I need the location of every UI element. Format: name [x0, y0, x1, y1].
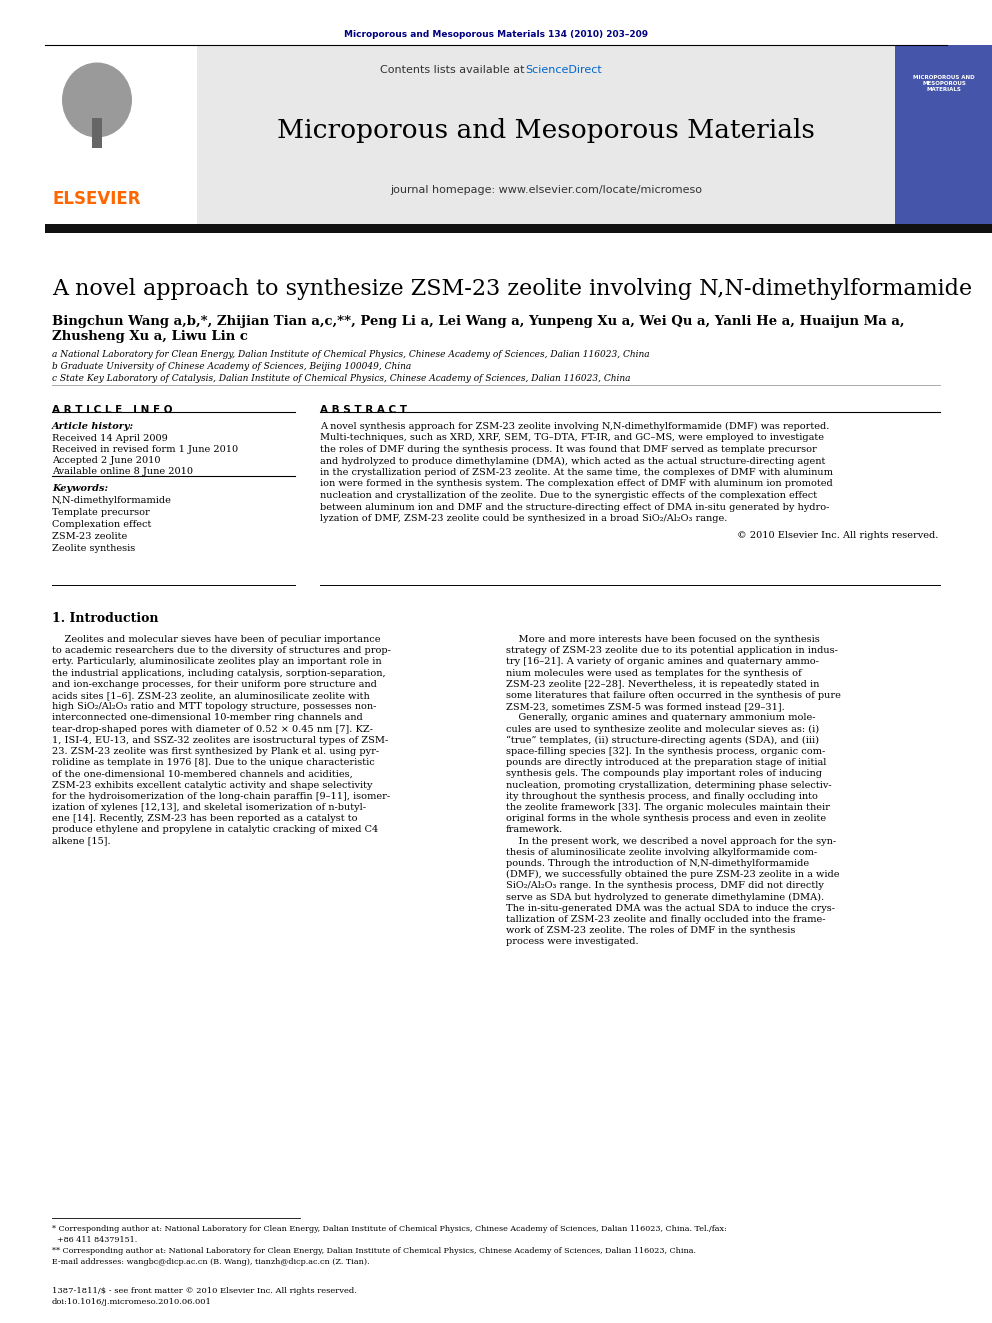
Text: MICROPOROUS AND
MESOPOROUS
MATERIALS: MICROPOROUS AND MESOPOROUS MATERIALS [914, 75, 975, 91]
Text: acids sites [1–6]. ZSM-23 zeolite, an aluminosilicate zeolite with: acids sites [1–6]. ZSM-23 zeolite, an al… [52, 691, 370, 700]
Text: serve as SDA but hydrolyzed to generate dimethylamine (DMA).: serve as SDA but hydrolyzed to generate … [506, 893, 824, 902]
Text: in the crystallization period of ZSM-23 zeolite. At the same time, the complexes: in the crystallization period of ZSM-23 … [320, 468, 833, 478]
Text: Available online 8 June 2010: Available online 8 June 2010 [52, 467, 193, 476]
Text: doi:10.1016/j.micromeso.2010.06.001: doi:10.1016/j.micromeso.2010.06.001 [52, 1298, 212, 1306]
Text: synthesis gels. The compounds play important roles of inducing: synthesis gels. The compounds play impor… [506, 770, 822, 778]
Text: try [16–21]. A variety of organic amines and quaternary ammo-: try [16–21]. A variety of organic amines… [506, 658, 818, 667]
Text: nucleation and crystallization of the zeolite. Due to the synergistic effects of: nucleation and crystallization of the ze… [320, 491, 817, 500]
Text: 1. Introduction: 1. Introduction [52, 613, 159, 624]
Text: ELSEVIER: ELSEVIER [52, 191, 141, 208]
Text: (DMF), we successfully obtained the pure ZSM-23 zeolite in a wide: (DMF), we successfully obtained the pure… [506, 871, 839, 880]
Text: high SiO₂/Al₂O₃ ratio and MTT topology structure, possesses non-: high SiO₂/Al₂O₃ ratio and MTT topology s… [52, 703, 376, 712]
Text: E-mail addresses: wangbc@dicp.ac.cn (B. Wang), tianzh@dicp.ac.cn (Z. Tian).: E-mail addresses: wangbc@dicp.ac.cn (B. … [52, 1258, 370, 1266]
Text: 1387-1811/$ - see front matter © 2010 Elsevier Inc. All rights reserved.: 1387-1811/$ - see front matter © 2010 El… [52, 1287, 357, 1295]
Text: produce ethylene and propylene in catalytic cracking of mixed C4: produce ethylene and propylene in cataly… [52, 826, 378, 835]
Text: © 2010 Elsevier Inc. All rights reserved.: © 2010 Elsevier Inc. All rights reserved… [737, 531, 938, 540]
Text: * Corresponding author at: National Laboratory for Clean Energy, Dalian Institut: * Corresponding author at: National Labo… [52, 1225, 727, 1233]
FancyBboxPatch shape [45, 224, 992, 233]
Text: In the present work, we described a novel approach for the syn-: In the present work, we described a nove… [506, 836, 836, 845]
Text: nucleation, promoting crystallization, determining phase selectiv-: nucleation, promoting crystallization, d… [506, 781, 831, 790]
Text: of the one-dimensional 10-membered channels and acidities,: of the one-dimensional 10-membered chann… [52, 770, 353, 778]
Text: Generally, organic amines and quaternary ammonium mole-: Generally, organic amines and quaternary… [506, 713, 815, 722]
Text: A novel approach to synthesize ZSM-23 zeolite involving N,N-dimethylformamide: A novel approach to synthesize ZSM-23 ze… [52, 278, 972, 300]
FancyBboxPatch shape [895, 45, 992, 225]
Text: SiO₂/Al₂O₃ range. In the synthesis process, DMF did not directly: SiO₂/Al₂O₃ range. In the synthesis proce… [506, 881, 824, 890]
Text: the industrial applications, including catalysis, sorption-separation,: the industrial applications, including c… [52, 668, 386, 677]
Text: A novel synthesis approach for ZSM-23 zeolite involving N,N-dimethylformamide (D: A novel synthesis approach for ZSM-23 ze… [320, 422, 829, 431]
Text: The in-situ-generated DMA was the actual SDA to induce the crys-: The in-situ-generated DMA was the actual… [506, 904, 835, 913]
Text: ZSM-23 zeolite: ZSM-23 zeolite [52, 532, 127, 541]
Text: interconnected one-dimensional 10-member ring channels and: interconnected one-dimensional 10-member… [52, 713, 363, 722]
Text: Multi-techniques, such as XRD, XRF, SEM, TG–DTA, FT-IR, and GC–MS, were employed: Multi-techniques, such as XRD, XRF, SEM,… [320, 434, 824, 442]
Text: ity throughout the synthesis process, and finally occluding into: ity throughout the synthesis process, an… [506, 791, 817, 800]
Text: nium molecules were used as templates for the synthesis of: nium molecules were used as templates fo… [506, 668, 802, 677]
Text: Article history:: Article history: [52, 422, 134, 431]
Text: ZSM-23, sometimes ZSM-5 was formed instead [29–31].: ZSM-23, sometimes ZSM-5 was formed inste… [506, 703, 785, 712]
Text: for the hydroisomerization of the long-chain paraffin [9–11], isomer-: for the hydroisomerization of the long-c… [52, 791, 390, 800]
Text: N,N-dimethylformamide: N,N-dimethylformamide [52, 496, 172, 505]
Text: ization of xylenes [12,13], and skeletal isomerization of n-butyl-: ization of xylenes [12,13], and skeletal… [52, 803, 366, 812]
Text: cules are used to synthesize zeolite and molecular sieves as: (i): cules are used to synthesize zeolite and… [506, 725, 819, 734]
Text: pounds. Through the introduction of N,N-dimethylformamide: pounds. Through the introduction of N,N-… [506, 859, 809, 868]
Text: +86 411 84379151.: +86 411 84379151. [52, 1236, 137, 1244]
Text: b Graduate University of Chinese Academy of Sciences, Beijing 100049, China: b Graduate University of Chinese Academy… [52, 363, 412, 370]
Text: thesis of aluminosilicate zeolite involving alkylformamide com-: thesis of aluminosilicate zeolite involv… [506, 848, 817, 857]
Text: the roles of DMF during the synthesis process. It was found that DMF served as t: the roles of DMF during the synthesis pr… [320, 445, 816, 454]
Text: Microporous and Mesoporous Materials 134 (2010) 203–209: Microporous and Mesoporous Materials 134… [344, 30, 648, 38]
Text: ZSM-23 zeolite [22–28]. Nevertheless, it is repeatedly stated in: ZSM-23 zeolite [22–28]. Nevertheless, it… [506, 680, 819, 689]
Text: strategy of ZSM-23 zeolite due to its potential application in indus-: strategy of ZSM-23 zeolite due to its po… [506, 646, 838, 655]
Text: alkene [15].: alkene [15]. [52, 836, 111, 845]
Text: ion were formed in the synthesis system. The complexation effect of DMF with alu: ion were formed in the synthesis system.… [320, 479, 832, 488]
Text: and hydrolyzed to produce dimethylamine (DMA), which acted as the actual structu: and hydrolyzed to produce dimethylamine … [320, 456, 825, 466]
Text: Bingchun Wang a,b,*, Zhijian Tian a,c,**, Peng Li a, Lei Wang a, Yunpeng Xu a, W: Bingchun Wang a,b,*, Zhijian Tian a,c,**… [52, 315, 905, 328]
Text: Received 14 April 2009: Received 14 April 2009 [52, 434, 168, 443]
Text: tear-drop-shaped pores with diameter of 0.52 × 0.45 nm [7]. KZ-: tear-drop-shaped pores with diameter of … [52, 725, 373, 733]
Text: framework.: framework. [506, 826, 563, 835]
Text: More and more interests have been focused on the synthesis: More and more interests have been focuse… [506, 635, 819, 644]
Text: ** Corresponding author at: National Laboratory for Clean Energy, Dalian Institu: ** Corresponding author at: National Lab… [52, 1248, 696, 1256]
Text: ScienceDirect: ScienceDirect [525, 65, 602, 75]
Text: 23. ZSM-23 zeolite was first synthesized by Plank et al. using pyr-: 23. ZSM-23 zeolite was first synthesized… [52, 747, 379, 755]
Text: “true” templates, (ii) structure-directing agents (SDA), and (iii): “true” templates, (ii) structure-directi… [506, 736, 819, 745]
Text: space-filling species [32]. In the synthesis process, organic com-: space-filling species [32]. In the synth… [506, 747, 825, 755]
Text: Accepted 2 June 2010: Accepted 2 June 2010 [52, 456, 161, 464]
Text: some literatures that failure often occurred in the synthesis of pure: some literatures that failure often occu… [506, 691, 841, 700]
Text: pounds are directly introduced at the preparation stage of initial: pounds are directly introduced at the pr… [506, 758, 826, 767]
Text: Zeolite synthesis: Zeolite synthesis [52, 544, 135, 553]
FancyBboxPatch shape [195, 45, 895, 225]
FancyBboxPatch shape [45, 45, 197, 225]
Text: Microporous and Mesoporous Materials: Microporous and Mesoporous Materials [277, 118, 815, 143]
Text: ZSM-23 exhibits excellent catalytic activity and shape selectivity: ZSM-23 exhibits excellent catalytic acti… [52, 781, 373, 790]
Text: Zhusheng Xu a, Liwu Lin c: Zhusheng Xu a, Liwu Lin c [52, 329, 248, 343]
Text: rolidine as template in 1976 [8]. Due to the unique characteristic: rolidine as template in 1976 [8]. Due to… [52, 758, 375, 767]
Text: A R T I C L E   I N F O: A R T I C L E I N F O [52, 405, 173, 415]
Text: erty. Particularly, aluminosilicate zeolites play an important role in: erty. Particularly, aluminosilicate zeol… [52, 658, 382, 667]
Text: work of ZSM-23 zeolite. The roles of DMF in the synthesis: work of ZSM-23 zeolite. The roles of DMF… [506, 926, 796, 935]
Text: original forms in the whole synthesis process and even in zeolite: original forms in the whole synthesis pr… [506, 814, 826, 823]
Text: ene [14]. Recently, ZSM-23 has been reported as a catalyst to: ene [14]. Recently, ZSM-23 has been repo… [52, 814, 357, 823]
Text: Complexation effect: Complexation effect [52, 520, 152, 529]
Text: Template precursor: Template precursor [52, 508, 150, 517]
Text: A B S T R A C T: A B S T R A C T [320, 405, 407, 415]
Text: Contents lists available at: Contents lists available at [380, 65, 528, 75]
Ellipse shape [62, 62, 132, 138]
Text: tallization of ZSM-23 zeolite and finally occluded into the frame-: tallization of ZSM-23 zeolite and finall… [506, 916, 825, 923]
Text: process were investigated.: process were investigated. [506, 938, 639, 946]
Text: the zeolite framework [33]. The organic molecules maintain their: the zeolite framework [33]. The organic … [506, 803, 830, 812]
Text: a National Laboratory for Clean Energy, Dalian Institute of Chemical Physics, Ch: a National Laboratory for Clean Energy, … [52, 351, 650, 359]
Text: lyzation of DMF, ZSM-23 zeolite could be synthesized in a broad SiO₂/Al₂O₃ range: lyzation of DMF, ZSM-23 zeolite could be… [320, 515, 727, 523]
Text: Keywords:: Keywords: [52, 484, 108, 493]
Text: to academic researchers due to the diversity of structures and prop-: to academic researchers due to the diver… [52, 646, 391, 655]
Text: c State Key Laboratory of Catalysis, Dalian Institute of Chemical Physics, Chine: c State Key Laboratory of Catalysis, Dal… [52, 374, 631, 382]
Text: Zeolites and molecular sieves have been of peculiar importance: Zeolites and molecular sieves have been … [52, 635, 381, 644]
Text: journal homepage: www.elsevier.com/locate/micromeso: journal homepage: www.elsevier.com/locat… [390, 185, 702, 194]
Text: and ion-exchange processes, for their uniform pore structure and: and ion-exchange processes, for their un… [52, 680, 377, 689]
Text: between aluminum ion and DMF and the structure-directing effect of DMA in-situ g: between aluminum ion and DMF and the str… [320, 503, 829, 512]
FancyBboxPatch shape [92, 118, 102, 148]
Text: 1, ISI-4, EU-13, and SSZ-32 zeolites are isostructural types of ZSM-: 1, ISI-4, EU-13, and SSZ-32 zeolites are… [52, 736, 388, 745]
Text: Received in revised form 1 June 2010: Received in revised form 1 June 2010 [52, 445, 238, 454]
